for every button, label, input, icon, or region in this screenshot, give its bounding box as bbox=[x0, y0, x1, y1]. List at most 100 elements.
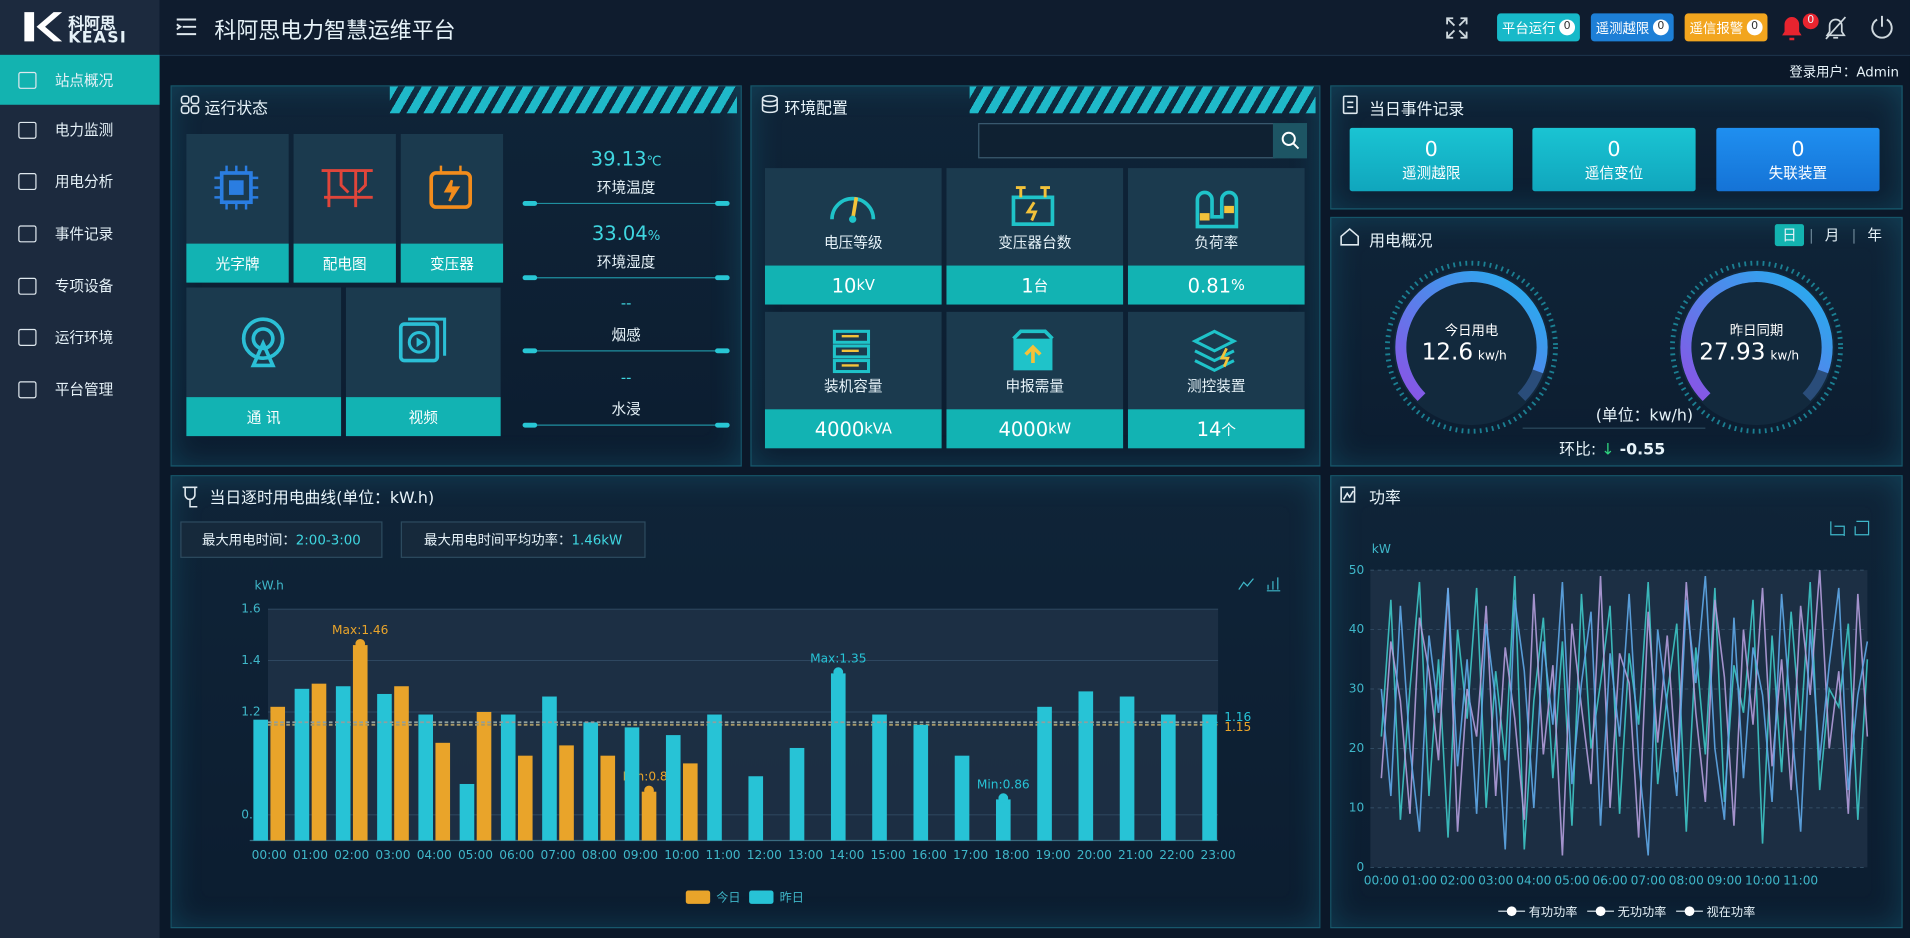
event-box[interactable]: 0 失联装置 bbox=[1716, 127, 1880, 192]
event-count: 0 bbox=[1424, 137, 1438, 163]
zoom-tool[interactable] bbox=[1830, 521, 1845, 536]
status-button[interactable]: 遥信报警 0 bbox=[1684, 13, 1768, 42]
gauge-disk bbox=[1393, 269, 1550, 426]
x-tick-label: 01:00 bbox=[1402, 873, 1437, 887]
bar bbox=[377, 693, 392, 841]
gauge-unit: kw/h bbox=[1478, 348, 1507, 362]
gauge-number: 12.6 bbox=[1422, 339, 1473, 365]
menu-item[interactable]: 运行环境 bbox=[0, 312, 160, 362]
menu-label: 用电分析 bbox=[54, 172, 114, 191]
x-tick-label: 08:00 bbox=[1669, 873, 1704, 887]
power-button[interactable] bbox=[1870, 15, 1894, 39]
button-count: 0 bbox=[1652, 19, 1669, 36]
toolbox-line[interactable] bbox=[1238, 578, 1254, 590]
bar bbox=[394, 686, 409, 841]
legend-label: 视在功率 bbox=[1707, 904, 1756, 919]
config-label: 负荷率 bbox=[1194, 233, 1239, 251]
x-tick-label: 14:00 bbox=[829, 848, 864, 862]
status-tile[interactable]: 视频 bbox=[345, 287, 501, 437]
x-tick-label: 18:00 bbox=[994, 848, 1029, 862]
legend-swatch bbox=[749, 890, 774, 904]
app-title: 科阿思电力智慧运维平台 bbox=[214, 18, 456, 44]
fullscreen[interactable] bbox=[1446, 17, 1468, 39]
event-label: 遥测越限 bbox=[1402, 164, 1461, 182]
bar bbox=[830, 673, 846, 841]
legend-swatch bbox=[685, 890, 711, 904]
env-value: 33.04% bbox=[524, 222, 729, 245]
tile-label: 光字牌 bbox=[186, 243, 289, 283]
usage-tabs bbox=[1774, 224, 1805, 247]
menu-item[interactable]: 站点概况 bbox=[0, 54, 160, 105]
plot-area bbox=[1370, 570, 1868, 868]
x-tick-label: 07:00 bbox=[1631, 873, 1666, 887]
info-label: 最大用电时间平均功率： bbox=[424, 532, 572, 549]
bar bbox=[624, 727, 640, 841]
config-value: 4000 kW bbox=[946, 409, 1124, 449]
status-tile[interactable]: 配电图 bbox=[293, 133, 396, 283]
x-tick-label: 19:00 bbox=[1036, 848, 1071, 862]
panel-icons bbox=[180, 94, 1359, 508]
toolbox-bar[interactable] bbox=[1266, 577, 1281, 592]
gauge-unit: kw/h bbox=[1770, 348, 1799, 362]
bar bbox=[707, 714, 722, 841]
mute-bell[interactable] bbox=[1824, 15, 1848, 42]
env-dot bbox=[715, 275, 730, 281]
config-label: 测控装置 bbox=[1187, 377, 1246, 395]
search-button[interactable] bbox=[1272, 123, 1308, 159]
usage-tab[interactable]: 日 bbox=[1782, 227, 1797, 244]
env-dot bbox=[715, 200, 730, 206]
button-label: 遥测越限 bbox=[1595, 20, 1650, 36]
event-box[interactable]: 0 遥测越限 bbox=[1349, 127, 1513, 192]
tile-icon bbox=[1011, 186, 1055, 226]
usage-tab[interactable]: 月 bbox=[1825, 227, 1840, 244]
menu-item[interactable]: 事件记录 bbox=[0, 208, 160, 258]
tile-label: 配电图 bbox=[293, 243, 396, 283]
env-number: 33.04 bbox=[591, 221, 648, 245]
status-tile[interactable]: 通 讯 bbox=[186, 287, 342, 437]
y-axis-label: kW.h bbox=[255, 579, 284, 593]
menu-item[interactable]: 平台管理 bbox=[0, 364, 160, 414]
value-unit: 台 bbox=[1033, 277, 1049, 295]
search-box[interactable] bbox=[978, 123, 1276, 159]
config-tile: 申报需量 4000 kW bbox=[946, 311, 1124, 449]
x-tick-label: 20:00 bbox=[1077, 848, 1112, 862]
status-tile[interactable]: 变压器 bbox=[400, 133, 504, 283]
marker-pin bbox=[355, 639, 366, 649]
env-unit: % bbox=[647, 227, 661, 244]
y-axis-label: kW bbox=[1372, 542, 1391, 556]
tile-icon bbox=[830, 196, 876, 223]
value-number: 4000 bbox=[998, 417, 1049, 441]
event-count: 0 bbox=[1791, 137, 1805, 163]
env-value: -- bbox=[524, 369, 729, 386]
reset-tool[interactable] bbox=[1854, 520, 1870, 536]
tab-active[interactable] bbox=[1774, 224, 1805, 247]
tile-icon bbox=[1012, 329, 1054, 371]
sidebar: 科阿思 KEASI 站点概况 电力监测 用电分析 事件记录 专项设备 运行环境 平台管理 bbox=[0, 0, 160, 938]
event-label: 失联装置 bbox=[1768, 164, 1828, 182]
env-label: 烟感 bbox=[611, 326, 641, 344]
bar bbox=[294, 688, 310, 841]
menu-item[interactable]: 电力监测 bbox=[0, 105, 160, 155]
menu-item[interactable]: 用电分析 bbox=[0, 156, 160, 206]
status-button[interactable]: 平台运行 0 bbox=[1497, 13, 1580, 42]
value-number: 10 bbox=[831, 273, 857, 297]
usage-tab[interactable]: 年 bbox=[1867, 227, 1882, 244]
config-tile: 测控装置 14 个 bbox=[1127, 311, 1305, 449]
menu-icon bbox=[18, 381, 37, 399]
status-button[interactable]: 遥测越限 0 bbox=[1590, 13, 1674, 42]
env-label: 环境湿度 bbox=[596, 253, 656, 271]
config-label: 变压器台数 bbox=[998, 233, 1072, 251]
status-tile[interactable]: 光字牌 bbox=[186, 133, 289, 283]
value-number: 14 bbox=[1196, 417, 1222, 441]
alarm-bell[interactable] bbox=[1778, 13, 1805, 42]
menu-item[interactable]: 专项设备 bbox=[0, 261, 160, 311]
info-label: 最大用电时间： bbox=[201, 532, 296, 549]
x-tick-label: 02:00 bbox=[1440, 873, 1475, 887]
x-tick-label: 21:00 bbox=[1118, 848, 1153, 862]
menu-toggle[interactable] bbox=[176, 17, 199, 36]
config-label: 电压等级 bbox=[824, 233, 883, 251]
event-box[interactable]: 0 遥信变位 bbox=[1532, 127, 1696, 192]
config-tile: 变压器台数 1 台 bbox=[946, 168, 1124, 305]
legend-dot bbox=[1595, 906, 1606, 917]
